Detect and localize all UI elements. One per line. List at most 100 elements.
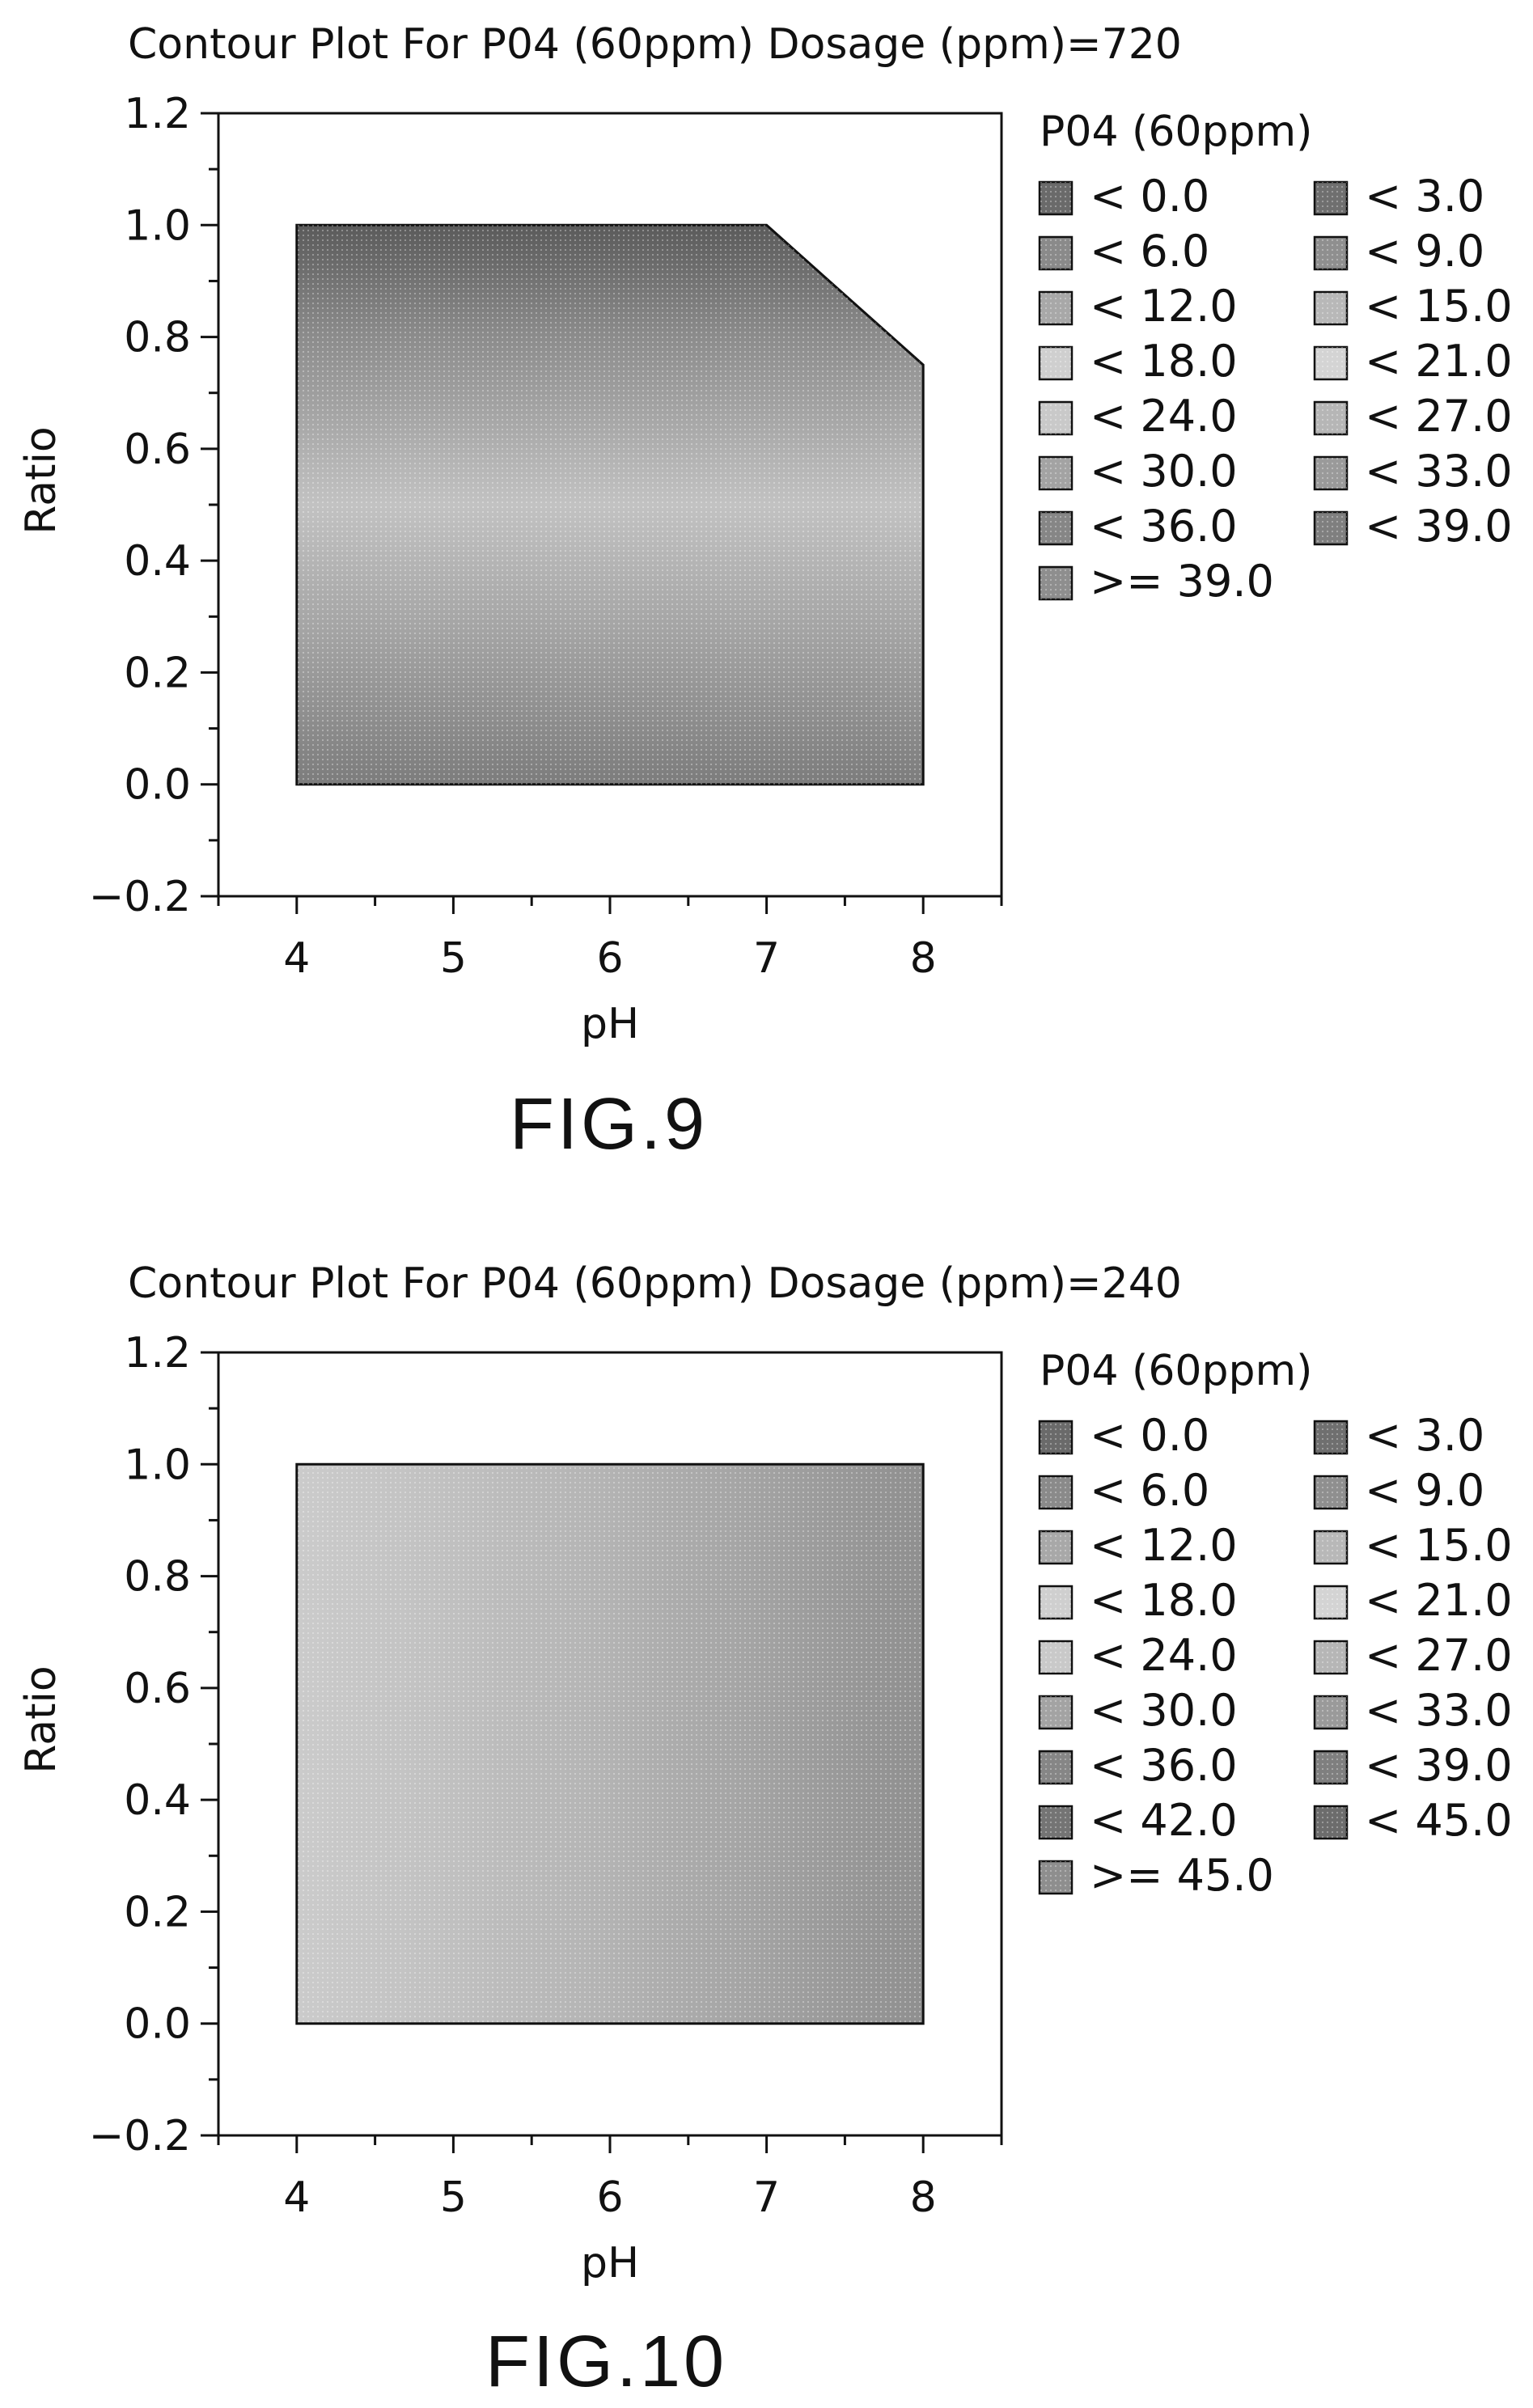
y-tick-label: 0.4	[124, 1776, 191, 1825]
legend-label: < 3.0	[1365, 171, 1484, 222]
legend-entry: < 12.0	[1038, 1520, 1238, 1571]
x-tick-label: 5	[440, 934, 467, 983]
x-tick-label: 5	[440, 2173, 467, 2222]
figure-9: Contour Plot For P04 (60ppm) Dosage (ppm…	[17, 20, 1513, 1165]
legend-label: < 24.0	[1090, 391, 1238, 442]
y-tick-label: 1.0	[124, 201, 191, 250]
legend-label: < 0.0	[1090, 1410, 1209, 1461]
y-tick-label: 0.8	[124, 1553, 191, 1602]
legend-swatch-texture	[1315, 1586, 1347, 1619]
legend-entry: < 36.0	[1038, 1740, 1238, 1791]
legend-swatch-texture	[1315, 1476, 1347, 1509]
legend-swatch-texture	[1315, 237, 1347, 269]
legend-entry: < 9.0	[1313, 226, 1484, 277]
legend-swatch-texture	[1040, 1861, 1072, 1894]
y-tick-label: 0.0	[124, 2000, 191, 2049]
legend-entry: < 30.0	[1038, 446, 1238, 497]
y-tick-label: 0.6	[124, 425, 191, 474]
x-tick-label: 8	[910, 934, 937, 983]
legend-entry: >= 39.0	[1038, 556, 1274, 607]
chart-title-fig9: Contour Plot For P04 (60ppm) Dosage (ppm…	[128, 20, 1182, 69]
legend-label: < 21.0	[1365, 336, 1513, 387]
legend-entry: < 33.0	[1313, 446, 1513, 497]
legend-entry: < 27.0	[1313, 391, 1513, 442]
legend-swatch-texture	[1315, 1696, 1347, 1729]
legend-swatch-texture	[1315, 1751, 1347, 1784]
legend-entry: < 18.0	[1038, 336, 1238, 387]
legend-label: < 39.0	[1365, 501, 1513, 552]
legend-label: < 33.0	[1365, 446, 1513, 497]
legend-swatch-texture	[1315, 1531, 1347, 1564]
y-tick-label: 0.4	[124, 537, 191, 586]
x-tick-label: 7	[753, 2173, 780, 2222]
legend-entry: < 12.0	[1038, 281, 1238, 332]
legend-swatch-texture	[1040, 402, 1072, 434]
legend-swatch-texture	[1040, 1531, 1072, 1564]
x-tick-label: 8	[910, 2173, 937, 2222]
contour-region-texture	[296, 1464, 924, 2024]
legend-label: < 27.0	[1365, 1630, 1513, 1681]
legend-label: < 39.0	[1365, 1740, 1513, 1791]
legend-swatch-texture	[1040, 182, 1072, 214]
legend-entry: < 36.0	[1038, 501, 1238, 552]
legend-entry: < 0.0	[1038, 171, 1209, 222]
legend-swatch-texture	[1040, 292, 1072, 324]
legend-swatch-texture	[1040, 1586, 1072, 1619]
figure-caption-fig10: FIG.10	[485, 2321, 727, 2402]
legend-entry: < 39.0	[1313, 1740, 1513, 1791]
legend-label: < 18.0	[1090, 1575, 1238, 1626]
legend-swatch-texture	[1315, 402, 1347, 434]
y-tick-label: −0.2	[89, 2112, 191, 2160]
legend-swatch-texture	[1040, 567, 1072, 599]
legend-swatch-texture	[1315, 182, 1347, 214]
legend-fig9: < 0.0 < 3.0< 6.0 < 9.0< 12.0 < 15.0< 18.0 < …	[1038, 171, 1513, 607]
legend-entry: < 21.0	[1313, 1575, 1513, 1626]
y-tick-label: −0.2	[89, 873, 191, 921]
legend-label: < 30.0	[1090, 446, 1238, 497]
legend-label: < 33.0	[1365, 1685, 1513, 1736]
legend-label: < 6.0	[1090, 226, 1209, 277]
legend-swatch-texture	[1040, 1696, 1072, 1729]
legend-entry: < 3.0	[1313, 171, 1484, 222]
legend-label: < 18.0	[1090, 336, 1238, 387]
legend-entry: < 39.0	[1313, 501, 1513, 552]
x-tick-label: 4	[283, 2173, 310, 2222]
y-tick-label: 1.2	[124, 90, 191, 138]
x-tick-label: 6	[596, 2173, 623, 2222]
y-tick-label: 0.0	[124, 761, 191, 810]
legend-entry: < 9.0	[1313, 1465, 1484, 1516]
x-axis-label: pH	[581, 2239, 639, 2287]
contour-region-texture	[296, 225, 924, 785]
legend-label: < 24.0	[1090, 1630, 1238, 1681]
chart-title-fig10: Contour Plot For P04 (60ppm) Dosage (ppm…	[128, 1259, 1182, 1308]
legend-label: < 27.0	[1365, 391, 1513, 442]
x-tick-label: 4	[283, 934, 310, 983]
legend-entry: < 27.0	[1313, 1630, 1513, 1681]
legend-swatch-texture	[1315, 1641, 1347, 1674]
figure-10: Contour Plot For P04 (60ppm) Dosage (ppm…	[17, 1259, 1513, 2402]
y-tick-label: 0.2	[124, 649, 191, 697]
y-tick-label: 0.8	[124, 314, 191, 362]
legend-label: < 0.0	[1090, 171, 1209, 222]
legend-swatch-texture	[1315, 457, 1347, 489]
legend-swatch-texture	[1040, 347, 1072, 379]
y-axis-label: Ratio	[17, 1665, 66, 1774]
legend-swatch-texture	[1315, 512, 1347, 544]
legend-swatch-texture	[1315, 347, 1347, 379]
legend-label: < 15.0	[1365, 1520, 1513, 1571]
legend-label: < 36.0	[1090, 1740, 1238, 1791]
y-axis-label: Ratio	[17, 426, 66, 535]
legend-entry: >= 45.0	[1038, 1850, 1274, 1901]
legend-swatch-texture	[1040, 457, 1072, 489]
legend-entry: < 18.0	[1038, 1575, 1238, 1626]
legend-label: < 30.0	[1090, 1685, 1238, 1736]
legend-label: < 6.0	[1090, 1465, 1209, 1516]
legend-swatch-texture	[1040, 512, 1072, 544]
legend-label: < 9.0	[1365, 226, 1484, 277]
legend-title-fig9: P04 (60ppm)	[1040, 108, 1312, 156]
legend-label: < 12.0	[1090, 1520, 1238, 1571]
legend-entry: < 3.0	[1313, 1410, 1484, 1461]
legend-label: >= 45.0	[1090, 1850, 1274, 1901]
legend-swatch-texture	[1315, 292, 1347, 324]
